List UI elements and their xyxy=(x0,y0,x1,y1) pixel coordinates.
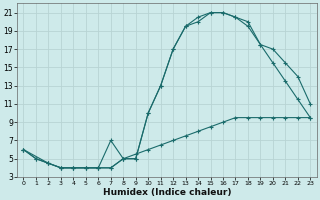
X-axis label: Humidex (Indice chaleur): Humidex (Indice chaleur) xyxy=(103,188,231,197)
